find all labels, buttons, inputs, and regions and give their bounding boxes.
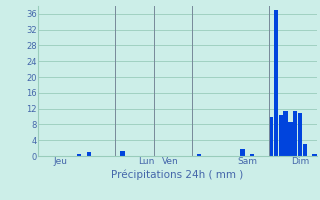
Bar: [87, 152, 91, 156]
Bar: [298, 113, 302, 156]
Bar: [120, 151, 124, 156]
Bar: [274, 10, 278, 156]
Bar: [303, 144, 307, 156]
Bar: [279, 115, 283, 156]
X-axis label: Précipitations 24h ( mm ): Précipitations 24h ( mm ): [111, 169, 244, 180]
Bar: [197, 154, 201, 156]
Bar: [250, 154, 254, 156]
Bar: [288, 122, 292, 156]
Bar: [269, 117, 273, 156]
Bar: [77, 154, 81, 156]
Bar: [312, 154, 316, 156]
Bar: [240, 149, 244, 156]
Bar: [284, 111, 288, 156]
Bar: [293, 111, 297, 156]
